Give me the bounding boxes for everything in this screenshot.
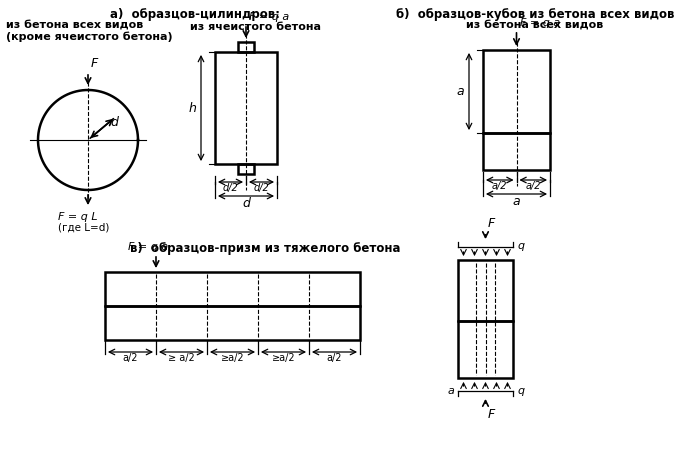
Bar — [483, 133, 550, 170]
Bar — [215, 52, 277, 164]
Text: a/2: a/2 — [123, 353, 138, 363]
Text: а)  образцов-цилиндров:: а) образцов-цилиндров: — [110, 8, 280, 21]
Bar — [458, 260, 513, 321]
Text: ≥ a/2: ≥ a/2 — [168, 353, 195, 363]
Text: a: a — [456, 85, 464, 98]
Text: d/2: d/2 — [254, 183, 269, 193]
Text: a: a — [513, 195, 520, 208]
Text: a/2: a/2 — [526, 181, 541, 191]
Text: из бетона всех видов: из бетона всех видов — [466, 20, 604, 30]
Text: ≥a/2: ≥a/2 — [272, 353, 295, 363]
Text: F = q a: F = q a — [249, 12, 289, 22]
Bar — [238, 164, 254, 174]
Text: d/2: d/2 — [223, 183, 238, 193]
Text: d: d — [242, 197, 250, 210]
Text: б)  образцов-кубов из бетона всех видов: б) образцов-кубов из бетона всех видов — [396, 8, 674, 21]
Text: F = q a: F = q a — [128, 242, 168, 252]
Text: (кроме ячеистого бетона): (кроме ячеистого бетона) — [6, 31, 172, 42]
Text: q: q — [517, 386, 524, 396]
Text: q: q — [517, 241, 524, 251]
Text: F: F — [488, 217, 495, 230]
Text: a/2: a/2 — [327, 353, 342, 363]
Text: a: a — [447, 386, 454, 396]
Bar — [105, 306, 360, 340]
Bar — [105, 272, 360, 306]
Text: (где L=d): (где L=d) — [58, 223, 110, 233]
Text: F = q a: F = q a — [520, 18, 560, 28]
Text: F = q L: F = q L — [58, 212, 97, 222]
Text: F: F — [91, 57, 98, 70]
Bar — [238, 42, 254, 52]
Text: из бетона всех видов: из бетона всех видов — [6, 20, 144, 30]
Text: F: F — [488, 408, 495, 421]
Text: из ячеистого бетона: из ячеистого бетона — [190, 22, 320, 32]
Text: в)  образцов-призм из тяжелого бетона: в) образцов-призм из тяжелого бетона — [130, 242, 400, 255]
Text: h: h — [188, 101, 196, 114]
Text: ≥a/2: ≥a/2 — [221, 353, 244, 363]
Text: d: d — [110, 115, 118, 129]
Text: a/2: a/2 — [492, 181, 508, 191]
Bar — [458, 321, 513, 378]
Bar — [483, 50, 550, 133]
